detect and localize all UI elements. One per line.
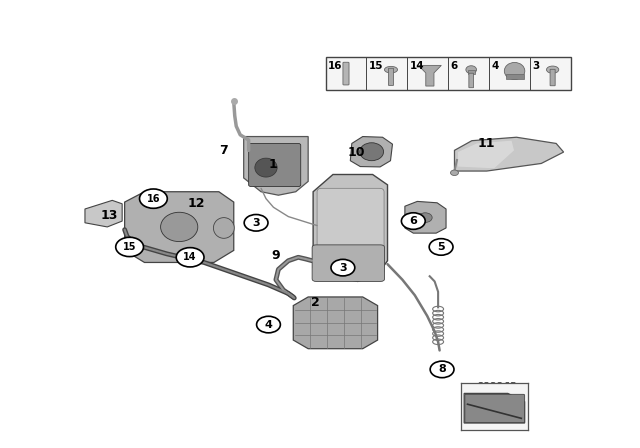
- FancyBboxPatch shape: [312, 245, 385, 281]
- Text: 3: 3: [532, 61, 540, 71]
- Circle shape: [140, 189, 167, 208]
- Bar: [506, 74, 524, 79]
- Text: 14: 14: [184, 252, 197, 262]
- Text: 11: 11: [478, 137, 495, 150]
- Polygon shape: [85, 200, 122, 227]
- Polygon shape: [464, 393, 525, 423]
- Bar: [467, 70, 475, 74]
- Text: 16: 16: [147, 194, 160, 204]
- Text: 16: 16: [328, 61, 342, 71]
- Polygon shape: [405, 202, 446, 233]
- Polygon shape: [454, 137, 564, 171]
- Text: 6: 6: [410, 216, 417, 226]
- Text: 15: 15: [369, 61, 383, 71]
- Text: 4: 4: [492, 61, 499, 71]
- Text: 5: 5: [437, 242, 445, 252]
- FancyBboxPatch shape: [317, 188, 384, 275]
- Circle shape: [451, 170, 458, 176]
- Text: 8: 8: [438, 364, 446, 375]
- Circle shape: [429, 239, 453, 255]
- FancyBboxPatch shape: [388, 69, 394, 86]
- FancyBboxPatch shape: [248, 143, 301, 186]
- Text: 14: 14: [410, 61, 424, 71]
- Circle shape: [419, 213, 432, 223]
- Text: 15: 15: [123, 242, 136, 252]
- Ellipse shape: [161, 212, 198, 241]
- Ellipse shape: [385, 66, 397, 73]
- Polygon shape: [350, 137, 392, 167]
- FancyBboxPatch shape: [465, 394, 525, 422]
- FancyBboxPatch shape: [469, 73, 474, 88]
- Circle shape: [244, 215, 268, 231]
- Ellipse shape: [255, 158, 277, 177]
- FancyBboxPatch shape: [550, 69, 555, 86]
- Text: 12: 12: [188, 197, 205, 210]
- Circle shape: [331, 259, 355, 276]
- Text: 1: 1: [268, 158, 277, 171]
- Ellipse shape: [213, 218, 234, 238]
- Ellipse shape: [360, 143, 383, 161]
- Text: 13: 13: [100, 209, 118, 222]
- Polygon shape: [125, 192, 234, 263]
- Ellipse shape: [466, 66, 477, 73]
- Text: 3: 3: [339, 263, 347, 273]
- Polygon shape: [419, 65, 442, 86]
- Text: 2: 2: [311, 296, 320, 309]
- Polygon shape: [458, 141, 514, 168]
- Polygon shape: [313, 174, 388, 281]
- Circle shape: [176, 248, 204, 267]
- Ellipse shape: [547, 66, 559, 73]
- FancyBboxPatch shape: [343, 62, 349, 85]
- Ellipse shape: [504, 62, 525, 79]
- Text: 6: 6: [451, 61, 458, 71]
- Text: 3: 3: [252, 218, 260, 228]
- Text: 10: 10: [348, 146, 365, 159]
- Text: 222265: 222265: [477, 382, 516, 392]
- Text: 9: 9: [271, 249, 280, 262]
- Polygon shape: [293, 297, 378, 349]
- Bar: [326, 57, 571, 90]
- Circle shape: [430, 361, 454, 378]
- Circle shape: [116, 237, 143, 257]
- Circle shape: [401, 213, 425, 229]
- Circle shape: [257, 316, 280, 333]
- Text: 4: 4: [264, 319, 273, 330]
- Text: 7: 7: [220, 144, 228, 157]
- Polygon shape: [244, 137, 308, 195]
